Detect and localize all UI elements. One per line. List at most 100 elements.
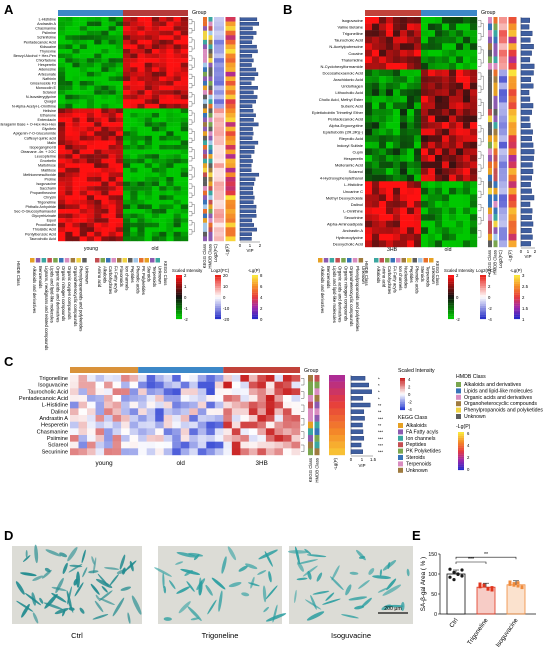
heatmapB-cell (386, 155, 394, 162)
heatmapB-intensity-legend-title: Scaled Intensity (444, 268, 475, 273)
heatmapC-cell (146, 375, 156, 382)
heatmapC-cell (257, 415, 267, 422)
heatmapA-cell (180, 21, 189, 27)
heatmapB-cell (393, 49, 401, 57)
heatmapB-cell (428, 102, 436, 110)
heatmapA-cell (65, 195, 73, 201)
heatmapA-side-0 (203, 154, 207, 159)
heatmapC-dendrogram (301, 444, 305, 452)
heatmapA-vip-bar (239, 182, 255, 186)
heatmapB-cell (463, 194, 471, 202)
heatmapA-side-label-2: Log2(FC) (213, 243, 218, 262)
heatmapA-cell (86, 17, 95, 22)
heatmapA-cell (101, 177, 109, 182)
heatmapB-vip-bar (520, 234, 533, 240)
heatmapA-cell (79, 76, 88, 82)
heatmapA-cell (58, 135, 66, 141)
heatmapB-cell (421, 109, 429, 116)
heatmapC-cell (163, 388, 173, 396)
heatmapB-cell (372, 194, 380, 202)
heatmapA-cell (180, 186, 189, 191)
heatmapC-cell (206, 408, 216, 416)
heatmapB-fc-legend-band (480, 294, 486, 298)
heatmapB-vip-bar (520, 129, 533, 135)
heatmapA-side-2 (214, 126, 224, 132)
heatmapC-cell (206, 448, 216, 456)
heatmapA-side-2 (214, 227, 224, 233)
heatmapA-cell (130, 190, 138, 196)
heatmapA-cell (65, 209, 73, 214)
heatmapC-cell (248, 448, 258, 456)
heatmapA-cell (72, 108, 80, 114)
heatmapB-cell (407, 63, 415, 70)
heatmapC-significance: ** (378, 410, 382, 415)
heatmapA-cell (144, 135, 153, 141)
heatmapA-side-2 (214, 140, 224, 146)
heatmapA-cell (151, 213, 160, 219)
heatmapA-cell (94, 49, 102, 54)
heatmapC-cell (206, 421, 216, 429)
heatmapA-cell (123, 145, 131, 150)
heatmapB-cell (449, 161, 457, 169)
heatmapA-cell (65, 76, 73, 82)
heatmapC-vip-label: VIP (359, 463, 366, 468)
stained-cell (205, 584, 213, 596)
heatmapA-p-legend-tick: 0 (260, 317, 263, 322)
heatmapA-cell (65, 35, 73, 41)
heatmapC-vip-bar (350, 389, 372, 394)
heatmapA-cell (94, 227, 102, 233)
heatmapC-cell (240, 421, 250, 429)
heatmapA-side-3 (225, 21, 236, 27)
hmdb-swatch (456, 382, 461, 387)
heatmapA-cell (58, 108, 66, 114)
heatmapB-side-3 (508, 135, 517, 143)
heatmapC-cell (138, 428, 147, 436)
heatmapA-cell (94, 85, 102, 91)
heatmapA-intensity-legend-tick: -2 (184, 317, 188, 322)
heatmapA-cell (115, 62, 124, 68)
heatmapA-intensity-legend-title: Scaled Intensity (172, 268, 203, 273)
heatmapC-cell (87, 401, 96, 409)
heatmapA-cell (159, 17, 167, 22)
heatmapA-row-label: Pentadecanoic Acid (24, 40, 56, 44)
heatmapA-cell (115, 30, 124, 36)
heatmapC-significance: *** (378, 416, 383, 421)
heatmapC-side-0 (308, 435, 313, 442)
heatmapC-cell (282, 381, 292, 389)
stained-cell (387, 561, 391, 570)
heatmapA-cell (123, 222, 131, 228)
heatmapC-cell (240, 381, 250, 389)
heatmapA-cell (58, 21, 66, 27)
kegg-swatch (398, 435, 403, 441)
heatmapA-vip-bar (239, 159, 253, 163)
stained-cell (361, 597, 372, 608)
heatmapA-row-label: Saccharin (40, 187, 56, 191)
heatmapB-side-2 (499, 187, 507, 195)
heatmapB-vip-bar (520, 136, 532, 142)
heatmapC-cell (163, 435, 173, 442)
stained-cell (379, 569, 383, 577)
heatmapA-row-label: Benzyl Alcohol + Hex-Pen (13, 54, 56, 58)
heatmapB-cell (414, 214, 422, 221)
heatmapA-cell (94, 67, 102, 73)
heatmapB-cell (449, 69, 457, 77)
heatmapA-group-0 (58, 10, 123, 16)
data-point (460, 568, 464, 572)
heatmapC-cell (95, 401, 105, 409)
heatmapB-cell (372, 122, 380, 129)
heatmapA-cell (65, 167, 73, 173)
heatmapA-cell (130, 67, 138, 73)
heatmapA-cell (72, 21, 80, 27)
heatmapA-cell (72, 113, 80, 118)
heatmapB-cell (442, 36, 450, 44)
heatmapA-fc-legend-band (215, 288, 221, 291)
heatmapC-cell (214, 401, 224, 409)
stained-cell (45, 549, 62, 557)
heatmapC-cell (197, 395, 207, 402)
heatmapA-cell (115, 113, 124, 118)
heatmapA-cell (115, 181, 124, 187)
heatmapB-cell (407, 194, 415, 202)
heatmapB-cell (456, 56, 464, 64)
heatmapA-side-0 (203, 117, 207, 123)
heatmapA-vip-bar (239, 40, 253, 44)
